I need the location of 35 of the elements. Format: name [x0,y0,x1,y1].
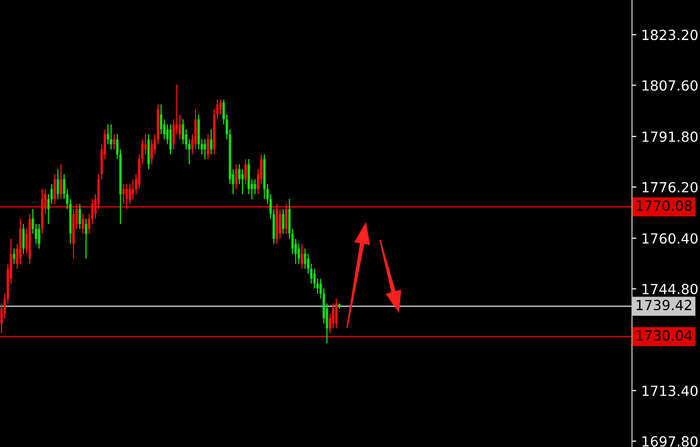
candlestick [285,203,288,234]
y-tick-label: 1697.80 [642,436,698,447]
candlestick [244,158,247,185]
y-tick-label: 1823.20 [642,30,698,40]
candlestick [144,134,147,155]
candlestick [313,268,316,290]
ref-line-label: 1770.08 [636,200,692,211]
y-tick-label: 1807.60 [642,80,698,91]
candlestick [210,128,212,155]
candlestick [126,184,128,210]
candlestick [122,184,125,204]
candlestick [282,208,284,234]
candlestick [128,184,132,204]
candlestick [78,203,81,230]
y-tick-label: 1791.80 [642,131,698,142]
candlestick [241,168,244,195]
candlestick [300,243,304,270]
candlestick [56,168,60,200]
candlestick [204,138,206,160]
candlestick [298,243,300,264]
ref-line-label: 1730.04 [636,330,692,341]
candlestick [335,298,338,329]
candlestick [54,174,56,204]
candlestick [38,223,40,250]
y-tick-label: 1760.40 [642,233,698,244]
ref-line-label: 1739.42 [636,300,692,310]
candlestick [235,164,238,190]
y-tick-label: 1776.20 [642,182,698,193]
candlestick [110,124,112,150]
candlestick [113,134,116,150]
candlestick [82,213,84,234]
y-tick-label: 1744.80 [642,284,698,294]
candlestick [332,302,334,329]
candlestick [12,248,16,264]
y-tick-label: 1713.40 [642,386,698,396]
